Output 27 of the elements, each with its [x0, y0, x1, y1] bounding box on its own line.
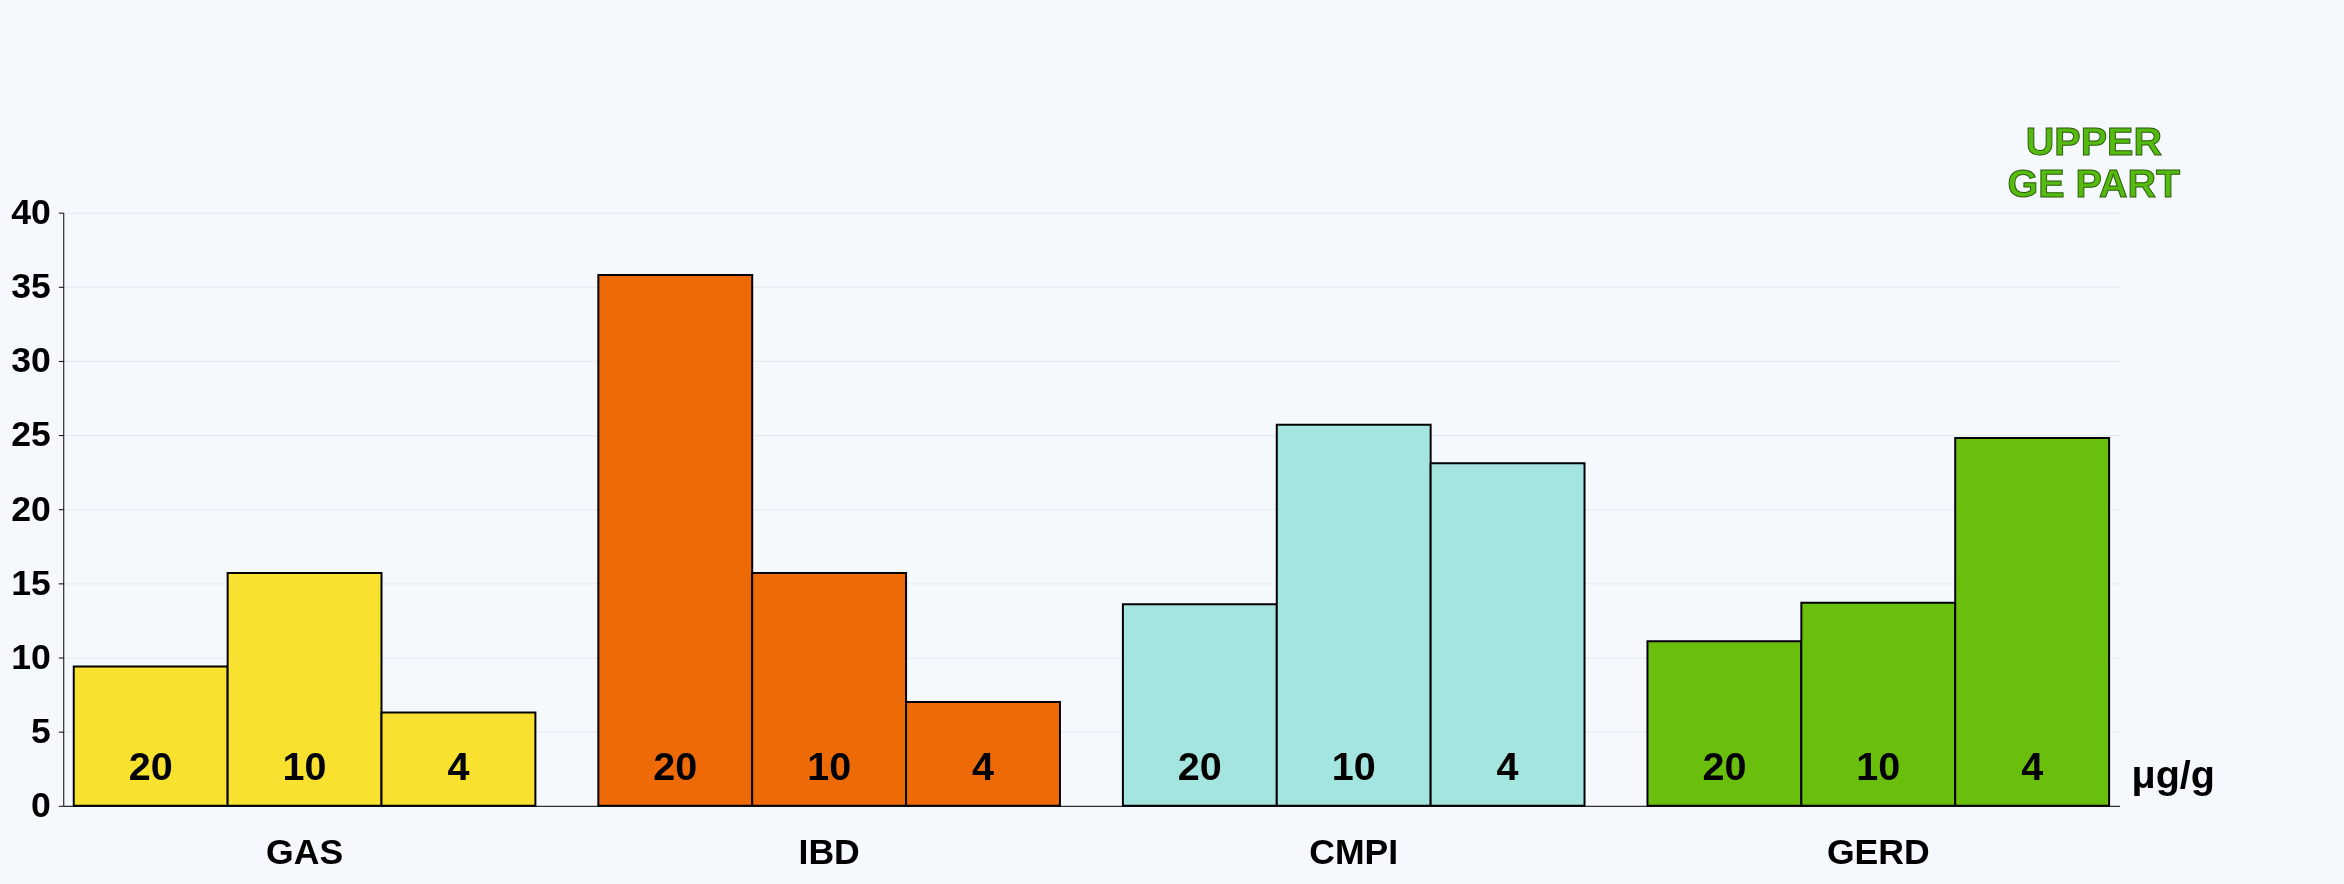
series-label: 20	[128, 744, 173, 789]
series-label: 4	[447, 744, 470, 789]
y-tick-label: 40	[11, 192, 51, 233]
text: 4	[1496, 744, 1519, 789]
y-tick-label: 5	[31, 711, 51, 752]
text: 20	[653, 744, 698, 789]
text: 4	[2021, 744, 2044, 789]
y-tick-label: 35	[11, 266, 51, 307]
x-tick-label: IBD	[798, 831, 860, 872]
y-tick-label: 10	[11, 636, 51, 677]
x-tick-label: GAS	[266, 831, 344, 872]
x-axis-title: μg/g	[2131, 752, 2215, 797]
y-tick-label: 25	[11, 414, 51, 455]
text: 4	[972, 744, 995, 789]
series-label: 10	[282, 744, 327, 789]
y-tick-label: 0	[31, 785, 51, 826]
text: 10	[807, 744, 852, 789]
text: 10	[1856, 744, 1901, 789]
text: 10	[1331, 744, 1376, 789]
text: 20	[1702, 744, 1747, 789]
y-tick-label: 15	[11, 562, 51, 603]
x-tick-label: CMPI	[1309, 831, 1399, 872]
y-tick-label: 20	[11, 488, 51, 529]
text: 20	[1177, 744, 1222, 789]
y-tick-label: 30	[11, 340, 51, 381]
x-tick-label: GERD	[1826, 831, 1930, 872]
text: UPPER GE PART	[2007, 119, 2181, 205]
